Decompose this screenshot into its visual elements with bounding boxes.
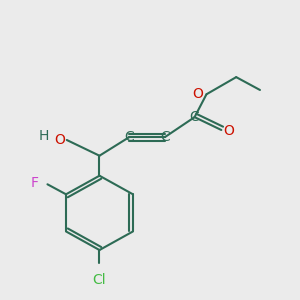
Text: C: C — [160, 130, 170, 144]
Text: O: O — [54, 133, 65, 147]
Text: O: O — [223, 124, 234, 138]
Text: C: C — [190, 110, 200, 124]
Text: O: O — [193, 87, 203, 101]
Text: H: H — [39, 129, 49, 143]
Text: C: C — [124, 130, 134, 144]
Text: Cl: Cl — [93, 273, 106, 287]
Text: F: F — [31, 176, 38, 190]
